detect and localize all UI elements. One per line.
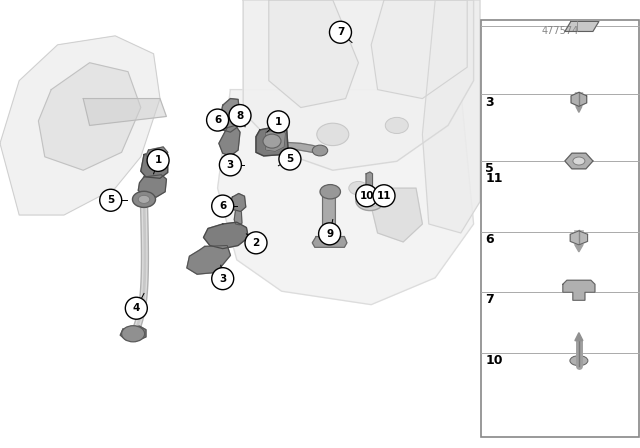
Text: 7: 7 <box>485 293 494 306</box>
Text: 6: 6 <box>485 233 494 246</box>
Polygon shape <box>323 190 335 237</box>
Polygon shape <box>204 222 248 249</box>
Circle shape <box>100 189 122 211</box>
Polygon shape <box>565 22 599 31</box>
Ellipse shape <box>317 123 349 146</box>
Ellipse shape <box>320 185 340 199</box>
Circle shape <box>229 104 251 127</box>
Polygon shape <box>219 125 240 156</box>
Text: 8: 8 <box>236 111 244 121</box>
Polygon shape <box>371 188 422 242</box>
Ellipse shape <box>573 157 585 165</box>
Ellipse shape <box>361 194 379 207</box>
Ellipse shape <box>570 356 588 366</box>
Ellipse shape <box>138 195 150 203</box>
Polygon shape <box>269 0 358 108</box>
Polygon shape <box>266 129 285 151</box>
Polygon shape <box>146 147 168 160</box>
Text: 3: 3 <box>485 95 494 108</box>
Text: 3: 3 <box>219 274 227 284</box>
Polygon shape <box>83 99 166 125</box>
Text: 4: 4 <box>132 303 140 313</box>
Circle shape <box>245 232 267 254</box>
Text: 477574: 477574 <box>541 26 579 36</box>
Circle shape <box>220 154 241 176</box>
Polygon shape <box>187 246 230 274</box>
Text: 5: 5 <box>286 154 294 164</box>
Ellipse shape <box>356 191 384 211</box>
Polygon shape <box>38 63 141 170</box>
Polygon shape <box>218 90 474 305</box>
Circle shape <box>268 111 289 133</box>
Polygon shape <box>575 333 583 340</box>
Text: 10: 10 <box>485 354 503 367</box>
Circle shape <box>356 185 378 207</box>
Ellipse shape <box>122 326 145 342</box>
Circle shape <box>147 149 169 172</box>
Ellipse shape <box>132 191 156 207</box>
Circle shape <box>330 21 351 43</box>
Ellipse shape <box>263 134 281 148</box>
Polygon shape <box>563 280 595 300</box>
Polygon shape <box>120 326 146 340</box>
Circle shape <box>212 267 234 290</box>
Polygon shape <box>138 175 166 197</box>
Circle shape <box>319 223 340 245</box>
Text: 11: 11 <box>377 191 391 201</box>
Polygon shape <box>234 211 242 225</box>
Circle shape <box>373 185 395 207</box>
Circle shape <box>207 109 228 131</box>
Text: 5: 5 <box>485 162 494 175</box>
Polygon shape <box>422 0 480 233</box>
Polygon shape <box>230 194 246 211</box>
Text: 6: 6 <box>219 201 227 211</box>
Text: 10: 10 <box>360 191 374 201</box>
Polygon shape <box>575 245 583 252</box>
Text: 2: 2 <box>252 238 260 248</box>
Text: 6: 6 <box>214 115 221 125</box>
Polygon shape <box>576 106 582 112</box>
Text: 5: 5 <box>107 195 115 205</box>
Text: 7: 7 <box>337 27 344 37</box>
Ellipse shape <box>385 117 408 134</box>
Circle shape <box>279 148 301 170</box>
Polygon shape <box>571 92 587 106</box>
Polygon shape <box>312 237 347 247</box>
Polygon shape <box>220 99 240 132</box>
Circle shape <box>212 195 234 217</box>
Text: 1: 1 <box>275 117 282 127</box>
Text: 1: 1 <box>154 155 162 165</box>
Bar <box>481 20 639 437</box>
Polygon shape <box>141 150 168 178</box>
Polygon shape <box>570 231 588 245</box>
Text: 11: 11 <box>485 172 503 185</box>
Circle shape <box>125 297 147 319</box>
Ellipse shape <box>349 181 368 195</box>
Text: 3: 3 <box>227 160 234 170</box>
Polygon shape <box>565 153 593 169</box>
Ellipse shape <box>312 145 328 156</box>
Polygon shape <box>371 0 467 99</box>
Polygon shape <box>366 172 372 202</box>
Polygon shape <box>256 126 288 156</box>
Polygon shape <box>0 36 160 215</box>
Polygon shape <box>243 0 474 170</box>
Text: 9: 9 <box>326 229 333 239</box>
Polygon shape <box>285 142 320 153</box>
